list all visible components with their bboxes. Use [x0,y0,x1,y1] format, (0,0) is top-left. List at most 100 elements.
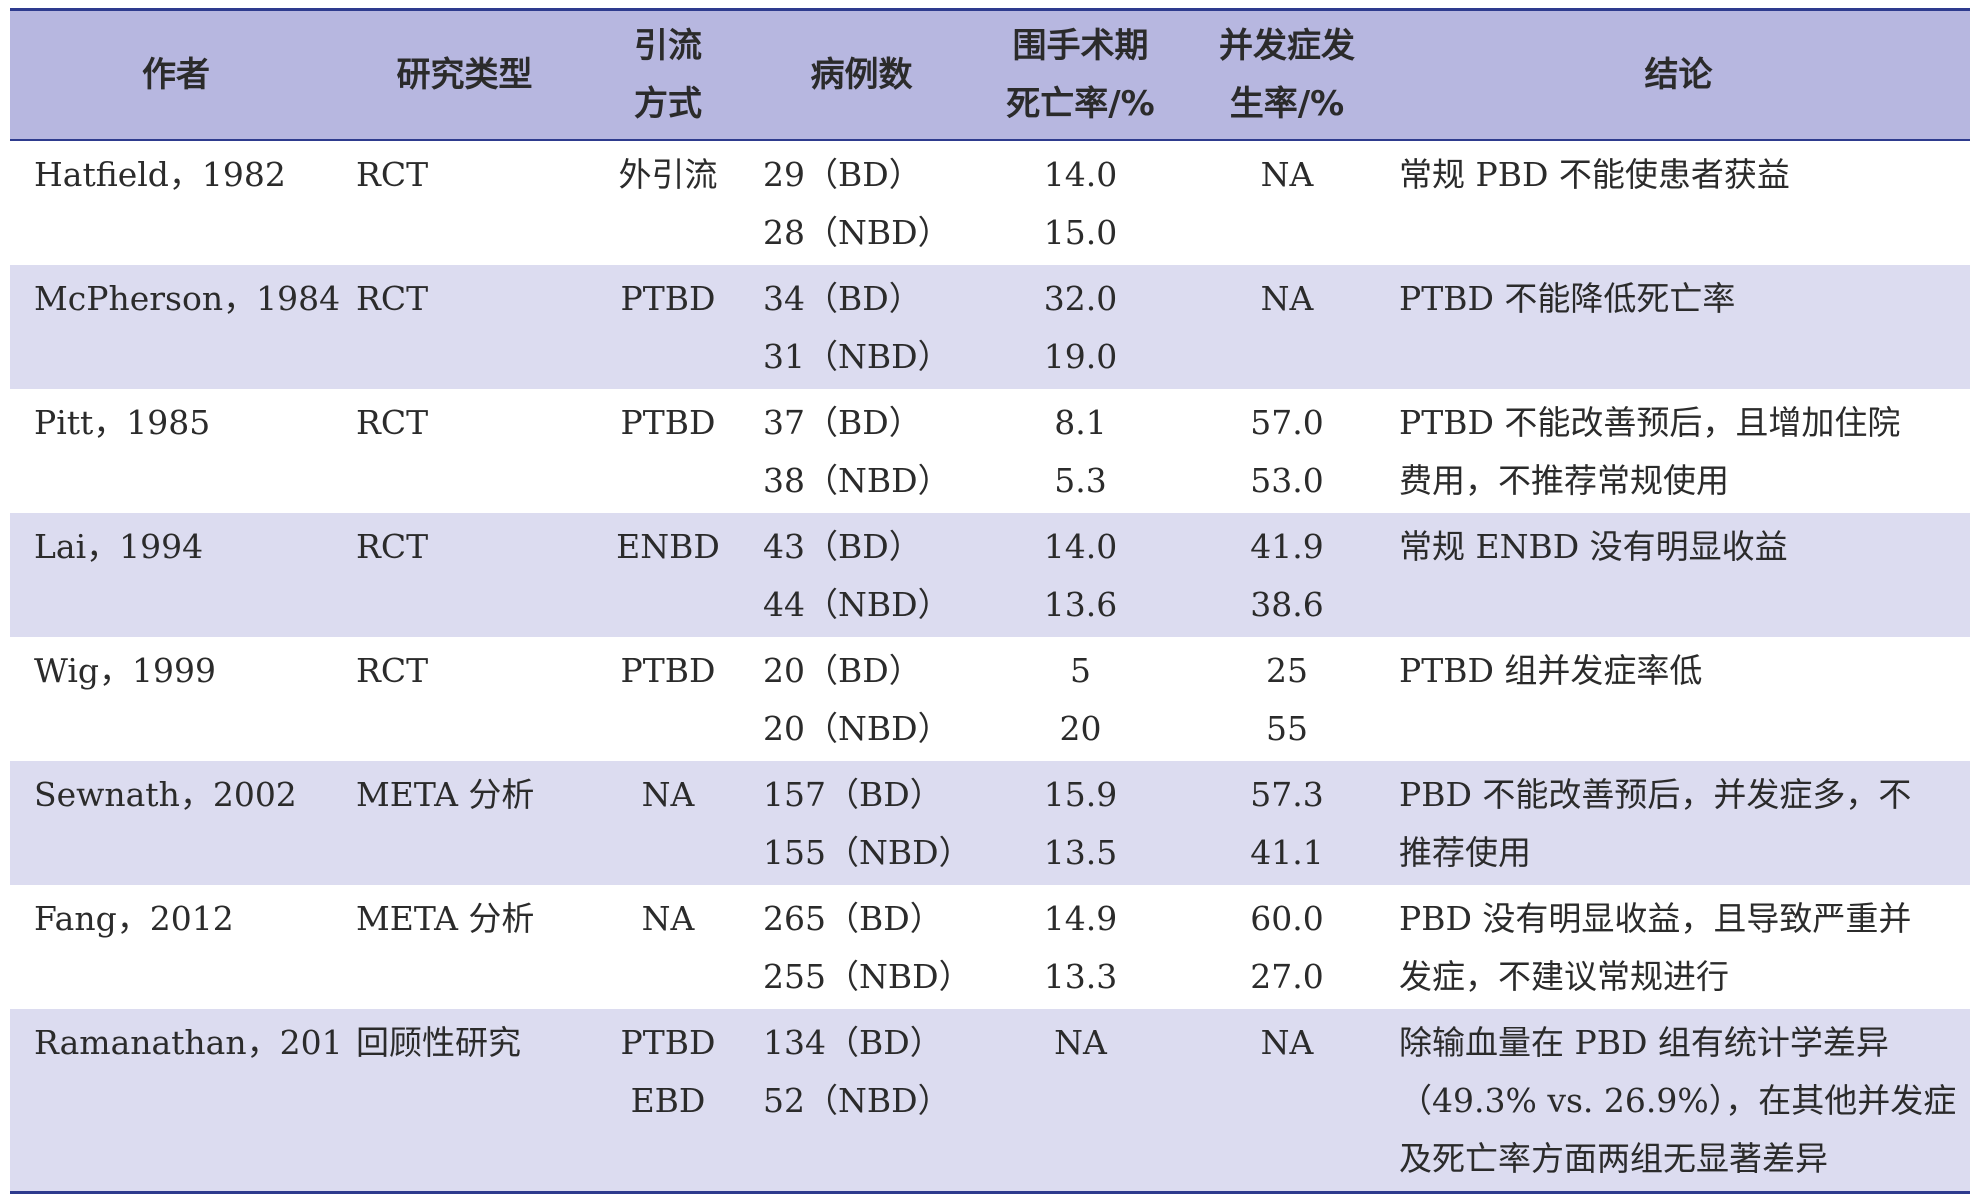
drainage-cell: PTBD [587,637,749,761]
conclusion-line: PBD 不能改善预后，并发症多，不 [1399,774,1912,814]
conclusion-cell: PTBD 不能降低死亡率 [1387,265,1970,389]
mortality-line: 8.1 [1054,402,1107,442]
author-cell: Pitt，1985 [10,389,342,513]
cases-line: 31（NBD） [763,336,951,376]
conclusion-cell: PBD 不能改善预后，并发症多，不 推荐使用 [1387,761,1970,885]
header-study-type: 研究类型 [342,9,587,141]
study-type-text: RCT [356,154,429,194]
author-text: Ramanathan，2018 [34,1022,342,1062]
table-row: Lai，1994 RCT ENBD 43（BD） 44（NBD） 14.0 13.6 41.9… [10,512,1970,637]
header-cases: 病例数 [749,9,974,141]
mortality-line: 14.0 [1043,154,1118,194]
cases-line: 157（BD） [763,774,943,814]
study-type-text: META 分析 [356,898,535,938]
table-row: Pitt，1985 RCT PTBD 37（BD） 38（NBD） 8.1 5.3 57.0 5… [10,389,1970,513]
study-type-text: RCT [356,526,429,566]
mortality-cell: 5 20 [974,637,1187,761]
table-row: Sewnath，2002 META 分析 NA 157（BD） 155（NBD） 15.9… [10,760,1970,885]
conclusion-cell: PTBD 不能改善预后，且增加住院 费用，不推荐常规使用 [1387,389,1970,513]
mortality-line: 14.9 [1043,898,1118,938]
conclusion-line: 推荐使用 [1399,832,1531,872]
drainage-line: PTBD [620,650,716,690]
mortality-line: 20 [1059,708,1102,748]
study-type-cell: RCT [342,140,587,265]
mortality-line: 14.0 [1043,526,1118,566]
study-type-text: RCT [356,650,429,690]
mortality-cell: 14.0 15.0 [974,140,1187,265]
conclusion-line: 常规 ENBD 没有明显收益 [1399,526,1788,566]
header-row: 作者 研究类型 引流 方式 病例数 围手术期 死亡率/% 并发症发 生率/% 结… [10,9,1970,141]
mortality-cell: 14.9 13.3 [974,885,1187,1009]
study-type-cell: RCT [342,637,587,761]
mortality-line: 19.0 [1043,336,1118,376]
author-text: Fang，2012 [34,898,234,938]
complications-cell: 25 55 [1187,637,1387,761]
mortality-cell: 32.0 19.0 [974,265,1187,389]
cases-cell: 265（BD） 255（NBD） [749,885,974,1009]
author-cell: Hatfield，1982 [10,140,342,265]
drainage-line: PTBD [620,402,716,442]
study-type-cell: META 分析 [342,885,587,1009]
complications-line: 41.9 [1250,526,1324,566]
conclusion-cell: 除输血量在 PBD 组有统计学差异 （49.3% vs. 26.9%），在其他并发… [1387,1009,1970,1193]
cases-cell: 157（BD） 155（NBD） [749,761,974,885]
complications-line: NA [1260,154,1314,194]
drainage-line: PTBD [620,278,716,318]
drainage-cell: NA [587,885,749,1009]
mortality-cell: 14.0 13.6 [974,513,1187,637]
cases-line: 20（NBD） [763,708,951,748]
conclusion-line: 除输血量在 PBD 组有统计学差异 [1399,1022,1889,1062]
drainage-cell: PTBD [587,265,749,389]
study-type-text: RCT [356,402,429,442]
study-type-text: 回顾性研究 [356,1022,521,1062]
complications-line: 38.6 [1250,584,1324,624]
table-header: 作者 研究类型 引流 方式 病例数 围手术期 死亡率/% 并发症发 生率/% 结… [10,9,1970,141]
table-body: Hatfield，1982 RCT 外引流 29（BD） 28（NBD） 14.0 15.0… [10,140,1970,1193]
study-type-cell: RCT [342,389,587,513]
mortality-line: 32.0 [1043,278,1118,318]
conclusion-cell: 常规 PBD 不能使患者获益 [1387,140,1970,265]
drainage-cell: PTBD EBD [587,1009,749,1193]
mortality-line: 13.5 [1043,832,1118,872]
complications-cell: 41.9 38.6 [1187,513,1387,637]
conclusion-line: 发症，不建议常规进行 [1399,956,1729,996]
header-author: 作者 [10,9,342,141]
study-type-cell: RCT [342,265,587,389]
mortality-cell: NA [974,1009,1187,1193]
mortality-line: NA [1054,1022,1107,1062]
mortality-line: 13.3 [1043,956,1118,996]
mortality-line: 15.0 [1043,212,1118,252]
author-cell: Ramanathan，2018 [10,1009,342,1193]
complications-cell: 57.3 41.1 [1187,761,1387,885]
cases-line: 29（BD） [763,154,922,194]
complications-line: 60.0 [1250,898,1324,938]
table-row: Ramanathan，2018 回顾性研究 PTBD EBD 134（BD） 52（NBD… [10,1008,1970,1193]
drainage-line: 外引流 [618,154,718,194]
drainage-cell: 外引流 [587,140,749,265]
table-row: McPherson，1984 RCT PTBD 34（BD） 31（NBD） 32.0 19… [10,264,1970,389]
cases-line: 28（NBD） [763,212,951,252]
conclusion-line: 及死亡率方面两组无显著差异 [1399,1138,1828,1178]
drainage-cell: ENBD [587,513,749,637]
cases-cell: 37（BD） 38（NBD） [749,389,974,513]
drainage-line: EBD [630,1080,706,1120]
conclusion-line: 费用，不推荐常规使用 [1399,460,1729,500]
comparison-table: 作者 研究类型 引流 方式 病例数 围手术期 死亡率/% 并发症发 生率/% 结… [10,8,1970,1194]
header-conclusion: 结论 [1387,9,1970,141]
study-type-text: RCT [356,278,429,318]
cases-cell: 29（BD） 28（NBD） [749,140,974,265]
mortality-line: 13.6 [1043,584,1118,624]
author-text: Pitt，1985 [34,402,211,442]
conclusion-line: PTBD 不能改善预后，且增加住院 [1399,402,1901,442]
conclusion-line: PTBD 不能降低死亡率 [1399,278,1736,318]
author-text: Sewnath，2002 [34,774,297,814]
table-row: Wig，1999 RCT PTBD 20（BD） 20（NBD） 5 20 25 55 PTBD … [10,637,1970,761]
cases-line: 255（NBD） [763,956,972,996]
conclusion-cell: PBD 没有明显收益，且导致严重并 发症，不建议常规进行 [1387,885,1970,1009]
author-cell: Wig，1999 [10,637,342,761]
author-text: Lai，1994 [34,526,204,566]
cases-cell: 43（BD） 44（NBD） [749,513,974,637]
cases-cell: 34（BD） 31（NBD） [749,265,974,389]
author-text: McPherson，1984 [34,278,341,318]
